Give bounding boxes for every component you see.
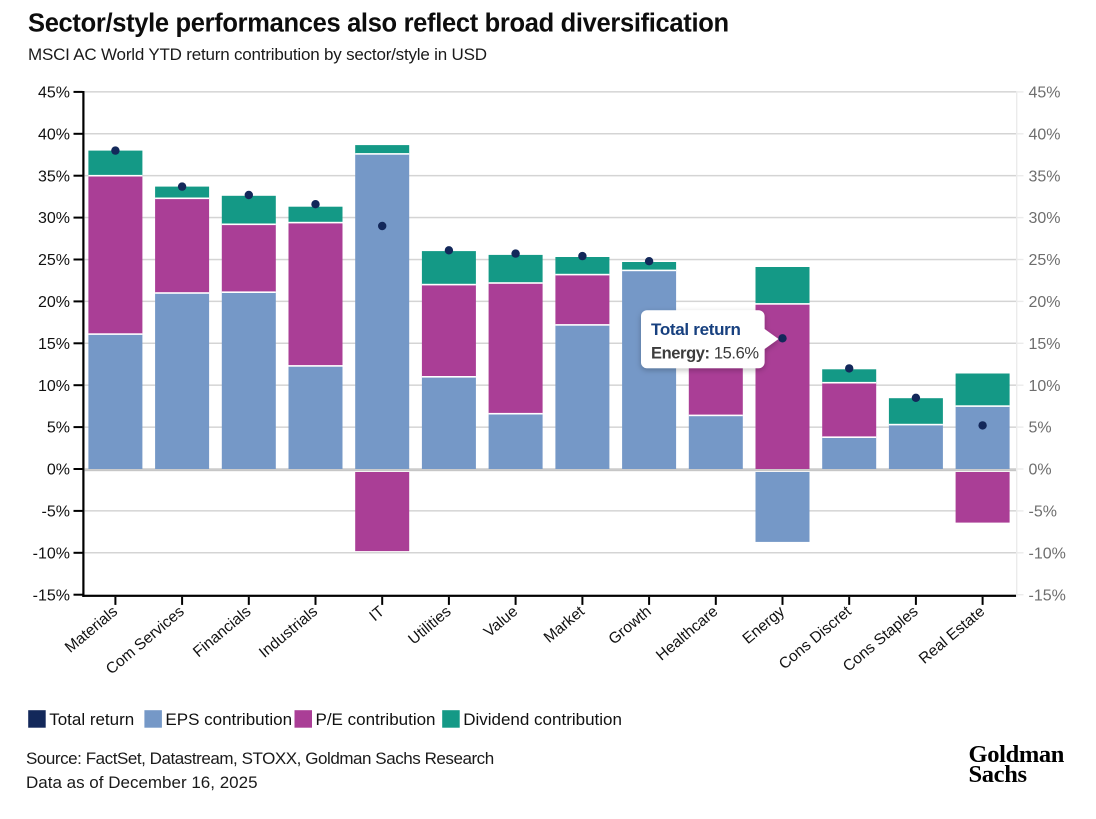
svg-text:30%: 30% [38, 210, 70, 227]
svg-text:Utilities: Utilities [405, 603, 454, 648]
svg-text:Total return: Total return [651, 320, 741, 339]
svg-text:Sachs: Sachs [969, 761, 1027, 788]
svg-text:Industrials: Industrials [256, 603, 321, 662]
svg-text:-5%: -5% [42, 504, 70, 521]
svg-text:Growth: Growth [605, 603, 654, 648]
svg-text:15%: 15% [1029, 336, 1061, 353]
svg-text:Source: FactSet, Datastream, S: Source: FactSet, Datastream, STOXX, Gold… [26, 749, 494, 768]
svg-text:Healthcare: Healthcare [653, 603, 721, 664]
svg-text:0%: 0% [1029, 462, 1052, 479]
svg-text:-15%: -15% [33, 587, 70, 604]
svg-text:25%: 25% [38, 252, 70, 269]
svg-text:20%: 20% [1029, 294, 1061, 311]
svg-text:Energy: Energy [740, 603, 789, 648]
svg-text:Data as of December 16, 2025: Data as of December 16, 2025 [26, 773, 258, 792]
svg-text:Dividend contribution: Dividend contribution [463, 710, 622, 729]
svg-text:P/E contribution: P/E contribution [316, 710, 436, 729]
svg-text:-10%: -10% [33, 545, 70, 562]
svg-text:Real Estate: Real Estate [916, 603, 988, 668]
svg-text:45%: 45% [1029, 85, 1061, 102]
svg-text:0%: 0% [47, 462, 70, 479]
svg-text:5%: 5% [1029, 420, 1052, 437]
svg-text:IT: IT [366, 603, 388, 625]
svg-text:Value: Value [481, 603, 521, 641]
svg-text:45%: 45% [38, 85, 70, 102]
svg-text:30%: 30% [1029, 210, 1061, 227]
svg-text:15%: 15% [38, 336, 70, 353]
svg-text:MSCI AC World YTD return contr: MSCI AC World YTD return contribution by… [28, 45, 487, 64]
svg-text:Materials: Materials [62, 603, 121, 657]
svg-text:-5%: -5% [1029, 504, 1057, 521]
svg-text:Goldman: Goldman [969, 741, 1065, 768]
svg-text:5%: 5% [47, 420, 70, 437]
svg-text:35%: 35% [1029, 168, 1061, 185]
svg-text:10%: 10% [38, 378, 70, 395]
svg-text:Market: Market [541, 603, 589, 647]
svg-text:Financials: Financials [190, 603, 255, 661]
svg-text:10%: 10% [1029, 378, 1061, 395]
svg-text:Total return: Total return [49, 710, 134, 729]
svg-text:20%: 20% [38, 294, 70, 311]
svg-text:Sector/style performances also: Sector/style performances also reflect b… [28, 10, 729, 38]
svg-text:40%: 40% [38, 126, 70, 143]
svg-text:EPS contribution: EPS contribution [165, 710, 292, 729]
svg-text:Energy: 15.6%: Energy: 15.6% [651, 344, 759, 362]
svg-text:-15%: -15% [1029, 587, 1066, 604]
svg-text:25%: 25% [1029, 252, 1061, 269]
svg-text:35%: 35% [38, 168, 70, 185]
svg-text:-10%: -10% [1029, 545, 1066, 562]
svg-text:40%: 40% [1029, 126, 1061, 143]
